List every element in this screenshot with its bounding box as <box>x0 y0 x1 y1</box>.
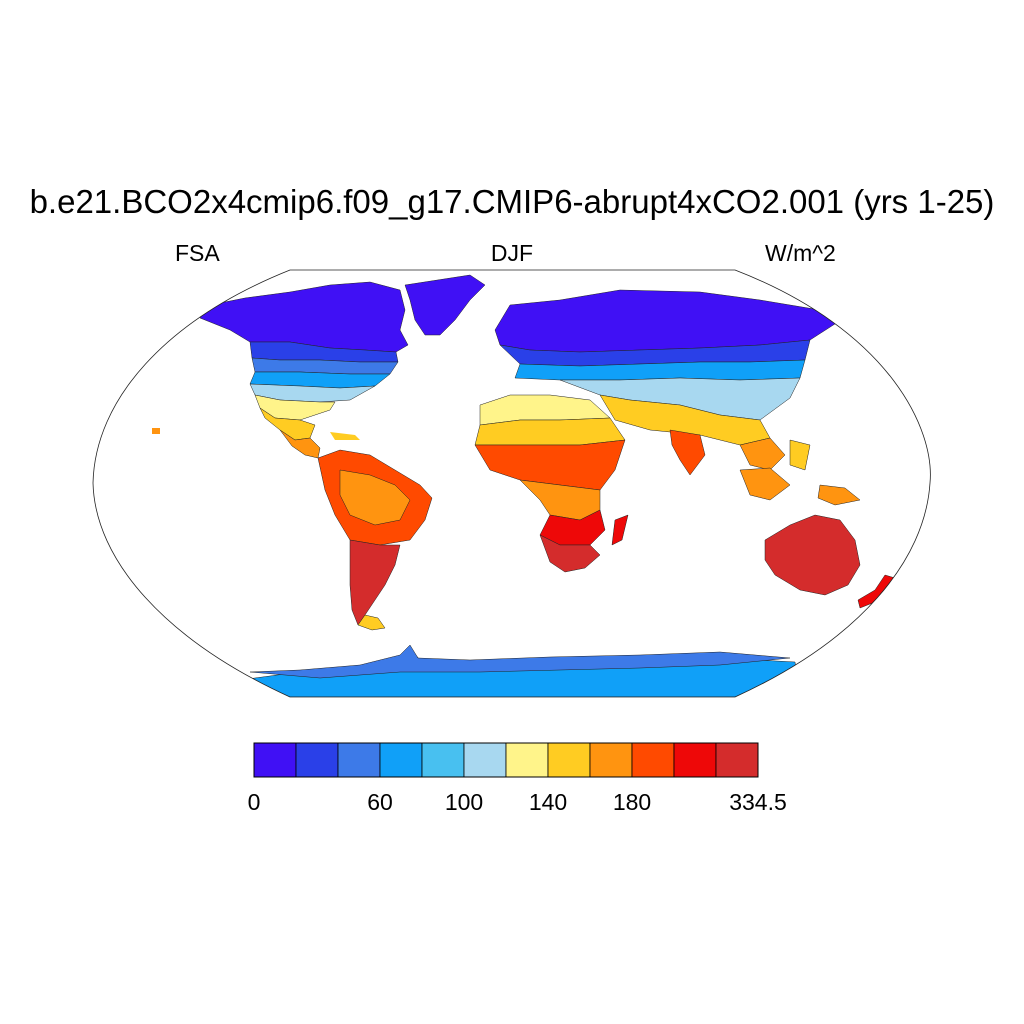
colorbar-box <box>337 742 381 778</box>
colorbar-box <box>631 742 675 778</box>
colorbar-box <box>505 742 549 778</box>
colorbar-label: 140 <box>529 789 567 815</box>
south-america <box>317 449 433 631</box>
colorbar-box <box>379 742 423 778</box>
units-label: W/m^2 <box>765 240 836 266</box>
colorbar-box <box>589 742 633 778</box>
greenland <box>404 274 486 336</box>
colorbar-box <box>715 742 759 778</box>
season-label: DJF <box>490 240 534 266</box>
africa <box>474 394 629 573</box>
colorbar-label: 100 <box>445 789 483 815</box>
colorbar-box <box>673 742 717 778</box>
colorbar-label: 0 <box>248 789 261 815</box>
caribbean-islands <box>330 432 360 440</box>
colorbar-label: 334.5 <box>729 789 787 815</box>
map-border <box>92 269 931 698</box>
colorbar-box <box>295 742 339 778</box>
north-america <box>199 281 409 459</box>
colorbar-box <box>253 742 297 778</box>
colorbar-box <box>421 742 465 778</box>
colorbar-label: 60 <box>367 789 393 815</box>
colorbar-box <box>463 742 507 778</box>
australia <box>764 514 861 596</box>
hawaii-islands <box>152 428 160 434</box>
eurasia <box>494 289 839 476</box>
colorbar-box <box>547 742 591 778</box>
variable-label: FSA <box>175 240 220 266</box>
figure-title: b.e21.BCO2x4cmip6.f09_g17.CMIP6-abrupt4x… <box>29 183 995 220</box>
colorbar-label: 180 <box>613 789 651 815</box>
southeast-asia <box>739 439 861 506</box>
